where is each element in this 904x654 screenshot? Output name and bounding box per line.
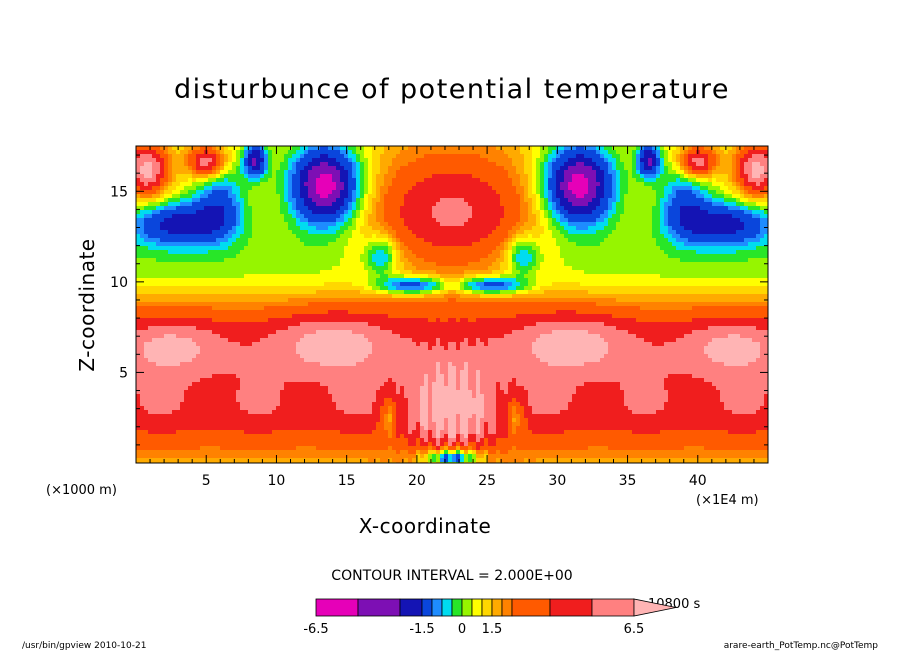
colorbar-segment (471, 598, 483, 617)
colorbar-segment (421, 598, 433, 617)
x-tick-label: 25 (478, 473, 496, 489)
y-tick-label: 5 (119, 365, 128, 381)
footer-right: arare-earth_PotTemp.nc@PotTemp (723, 641, 878, 651)
colorbar-tick-label: -6.5 (303, 622, 328, 637)
colorbar-tick-label: 1.5 (482, 622, 503, 637)
contour-interval-label: CONTOUR INTERVAL = 2.000E+00 (331, 568, 573, 584)
y-tick-label: 10 (110, 275, 128, 291)
x-tick-label: 20 (408, 473, 426, 489)
colorbar-segment (591, 598, 635, 617)
colorbar-segment (357, 598, 401, 617)
x-tick-label: 15 (338, 473, 356, 489)
colorbar-segment (431, 598, 443, 617)
colorbar-segment (315, 598, 359, 617)
plot-frame (135, 145, 769, 464)
colorbar-segment (461, 598, 473, 617)
colorbar-segment (491, 598, 503, 617)
colorbar-segment (501, 598, 513, 617)
x-axis-label: X-coordinate (358, 514, 492, 538)
colorbar-tick-label: 6.5 (624, 622, 645, 637)
x-tick-label: 35 (619, 473, 637, 489)
x-tick-label: 40 (689, 473, 707, 489)
colorbar: -6.5 -1.5 0 1.5 6.5 (303, 598, 677, 637)
colorbar-segment (549, 598, 593, 617)
colorbar-segment (399, 598, 423, 617)
x-tick-label: 5 (202, 473, 211, 489)
colorbar-tick-label: 0 (458, 622, 466, 637)
x-tick-label: 30 (548, 473, 566, 489)
contour-field (136, 146, 768, 463)
x-scale-label: (×1E4 m) (696, 493, 759, 508)
colorbar-segment (511, 598, 551, 617)
colorbar-extension (633, 598, 677, 617)
colorbar-tick-label: -1.5 (409, 622, 434, 637)
y-tick-label: 15 (110, 184, 128, 200)
colorbar-segment (451, 598, 463, 617)
x-unit-label: (×1000 m) (46, 483, 117, 498)
colorbar-segment (481, 598, 493, 617)
x-tick-label: 10 (268, 473, 286, 489)
colorbar-segment (441, 598, 453, 617)
axis-ticks: 5 10 15 20 25 30 35 40 5 10 15 (110, 146, 768, 489)
footer-left: /usr/bin/gpview 2010-10-21 (22, 641, 147, 651)
chart-title: disturbunce of potential temperature (174, 74, 730, 105)
